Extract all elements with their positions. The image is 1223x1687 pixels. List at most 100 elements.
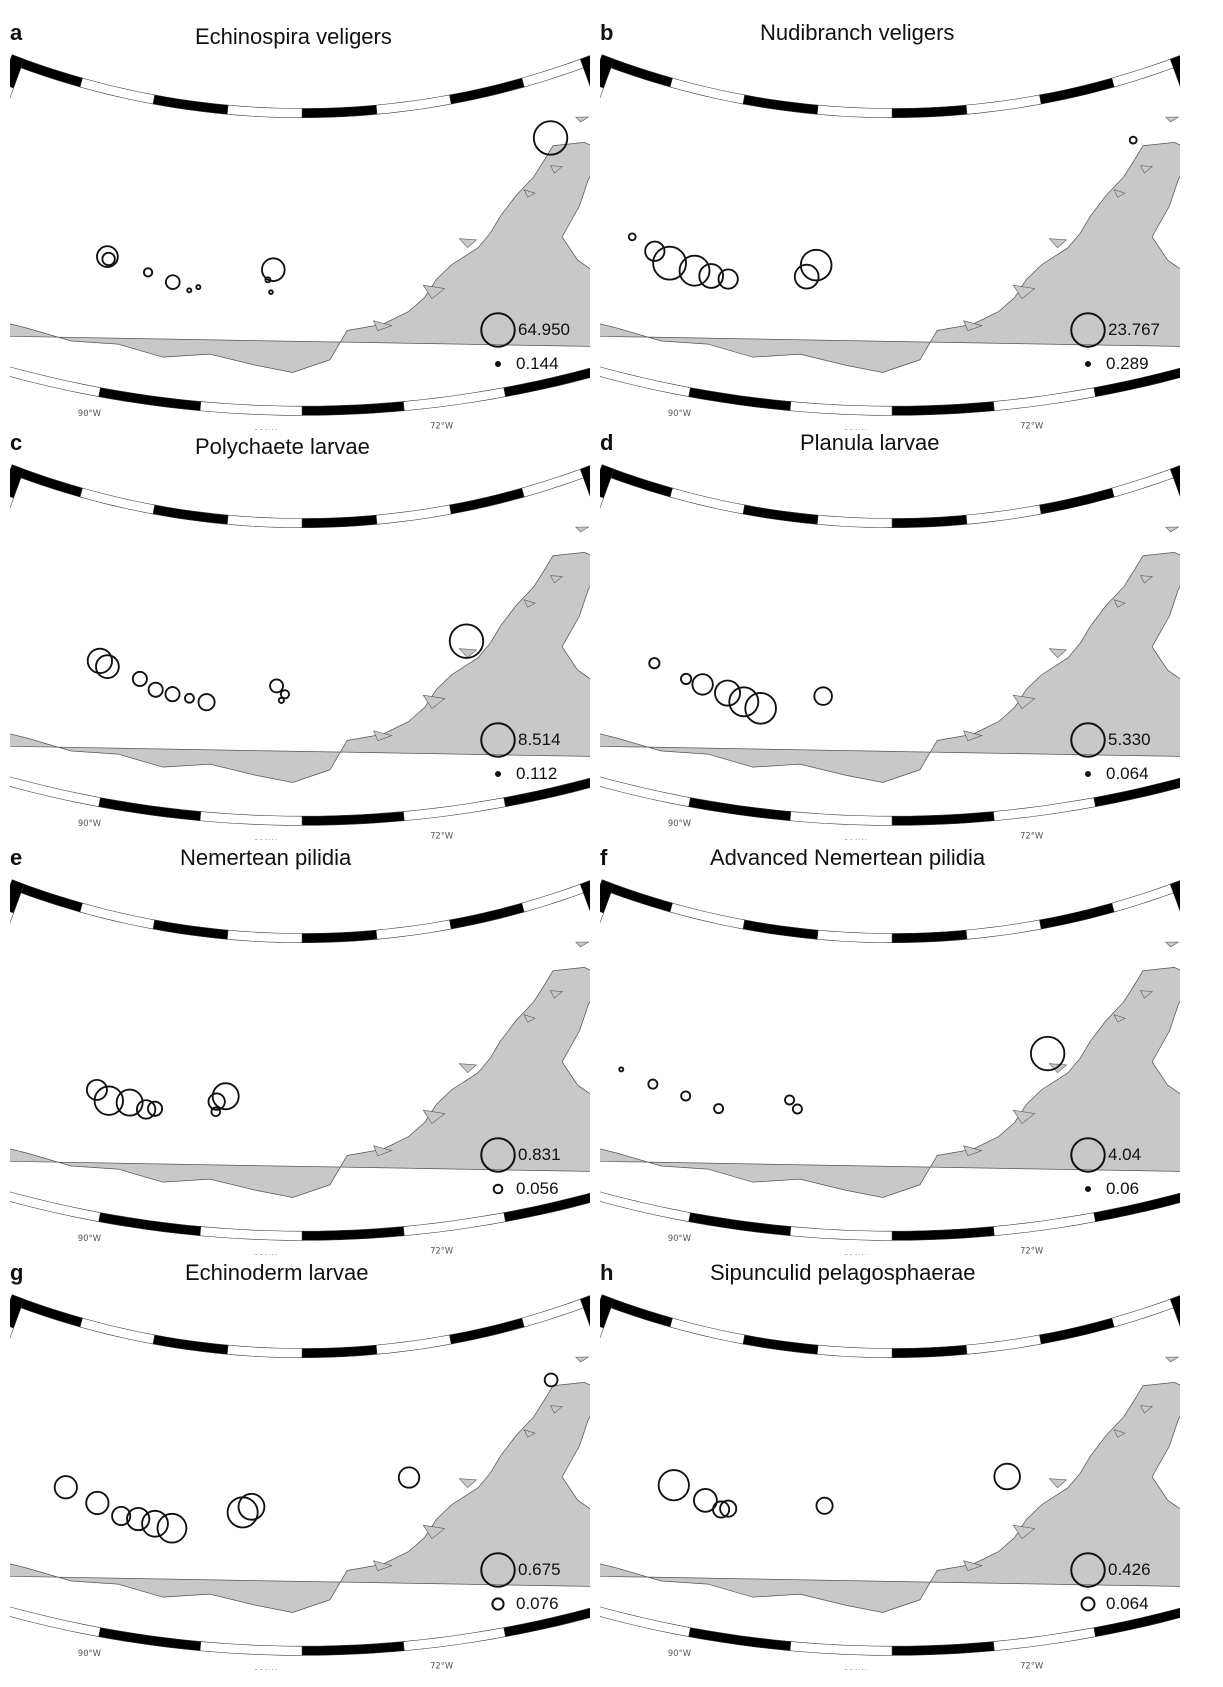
station-bubble <box>164 686 181 703</box>
frame-segment <box>688 1627 792 1652</box>
frame-segment <box>449 77 525 105</box>
station-bubble <box>691 673 714 696</box>
land <box>10 116 590 373</box>
map-frame <box>600 879 1180 1241</box>
frame-segment <box>10 1326 14 1339</box>
frame-segment <box>403 797 506 822</box>
station-bubble <box>156 1512 188 1544</box>
frame-segment <box>1111 1295 1180 1328</box>
land <box>600 941 1180 1198</box>
station-bubble <box>815 1496 834 1515</box>
station-bubble <box>53 1475 78 1500</box>
frame-segment <box>891 929 968 943</box>
station-bubble <box>657 1469 690 1502</box>
frame-segment <box>152 919 229 940</box>
graticule-labels: 60°S63°S66°S69°S72°S75°S99°W90°W81°W72°W… <box>78 1233 453 1255</box>
station-bubble <box>147 681 164 698</box>
frame-segment <box>600 496 604 509</box>
land <box>10 1356 590 1613</box>
frame-segment <box>301 401 405 416</box>
legend-min-bubble <box>495 361 501 367</box>
frame-segment <box>10 464 25 499</box>
legend-min-bubble <box>1080 1596 1096 1612</box>
station-bubble <box>96 245 119 268</box>
station-markers <box>618 1035 1066 1115</box>
frame-segment <box>1111 880 1180 913</box>
station-markers <box>86 623 485 712</box>
island <box>458 648 478 659</box>
antarctic-landmass <box>600 551 1180 783</box>
legend-min-bubble <box>491 1597 505 1611</box>
station-markers <box>85 1078 240 1120</box>
map-canvas: 60°S63°S66°S69°S72°S75°S99°W90°W81°W72°W… <box>600 54 1180 430</box>
legend-min-label: 0.112 <box>516 764 558 783</box>
island <box>550 575 563 584</box>
frame-segment <box>1039 1317 1115 1345</box>
frame-segment <box>600 54 615 89</box>
lon-label: 72°W <box>430 830 453 840</box>
station-bubble <box>211 1082 240 1111</box>
frame-segment <box>503 1607 590 1638</box>
station-markers <box>627 135 1138 290</box>
frame-segment <box>600 911 604 924</box>
frame-segment <box>79 77 156 105</box>
station-bubble <box>142 267 154 278</box>
station-bubble <box>680 1090 692 1102</box>
frame-segment <box>79 902 156 930</box>
graticule-labels: 60°S63°S66°S69°S72°S75°S99°W90°W81°W72°W… <box>78 408 453 430</box>
graticule-labels: 60°S63°S66°S69°S72°S75°S99°W90°W81°W72°W… <box>668 408 1043 430</box>
station-markers <box>96 120 569 295</box>
frame-segment <box>891 1226 995 1241</box>
frame-segment <box>891 1344 968 1358</box>
island <box>963 1560 983 1572</box>
island <box>963 730 983 742</box>
lon-label: 81°W <box>254 1668 277 1670</box>
island <box>1113 189 1126 198</box>
station-bubble <box>693 1488 718 1513</box>
frame-segment <box>1093 367 1180 398</box>
legend-max-bubble <box>1070 722 1106 758</box>
legend-max-label: 0.675 <box>518 1560 561 1579</box>
frame-segment <box>403 1212 506 1237</box>
map-canvas: 60°S63°S66°S69°S72°S75°S99°W90°W81°W72°W… <box>10 464 590 840</box>
frame-segment <box>669 77 746 105</box>
station-bubble <box>186 287 193 294</box>
frame-segment <box>449 487 525 515</box>
station-bubble <box>1029 1035 1066 1072</box>
frame-segment <box>98 387 202 412</box>
panel-letter: h <box>600 1260 614 1285</box>
lon-label: 72°W <box>1020 830 1043 840</box>
map-frame <box>600 464 1180 826</box>
frame-segment <box>152 94 229 115</box>
frame-segment <box>1111 465 1180 498</box>
map-frame <box>10 54 590 416</box>
lon-label: 81°W <box>254 838 277 840</box>
island <box>458 1063 478 1074</box>
legend-max-label: 0.831 <box>518 1145 561 1164</box>
map-frame <box>600 54 1180 416</box>
legend-max-label: 64.950 <box>518 320 570 339</box>
frame-segment <box>521 1295 590 1328</box>
island <box>458 1478 478 1489</box>
map: 60°S63°S66°S69°S72°S75°S99°W90°W81°W72°W… <box>10 1294 590 1670</box>
lon-label: 72°W <box>430 1660 453 1670</box>
lon-label: 81°W <box>254 428 277 430</box>
frame-segment <box>79 487 156 515</box>
lon-label: 90°W <box>668 408 691 418</box>
map-frame <box>10 1294 590 1656</box>
frame-segment <box>403 387 506 412</box>
legend-max-bubble <box>480 1552 516 1588</box>
map-frame <box>10 879 590 1241</box>
frame-segment <box>600 366 691 398</box>
station-bubble <box>678 254 711 287</box>
panel-letter: c <box>10 430 23 455</box>
station-bubble <box>210 1106 222 1118</box>
station-bubble <box>93 1085 124 1116</box>
legend-min-label: 0.06 <box>1106 1179 1140 1198</box>
graticule-labels: 60°S63°S66°S69°S72°S75°S99°W90°W81°W72°W… <box>668 1233 1043 1255</box>
frame-segment <box>600 86 604 99</box>
size-legend <box>1070 722 1106 777</box>
